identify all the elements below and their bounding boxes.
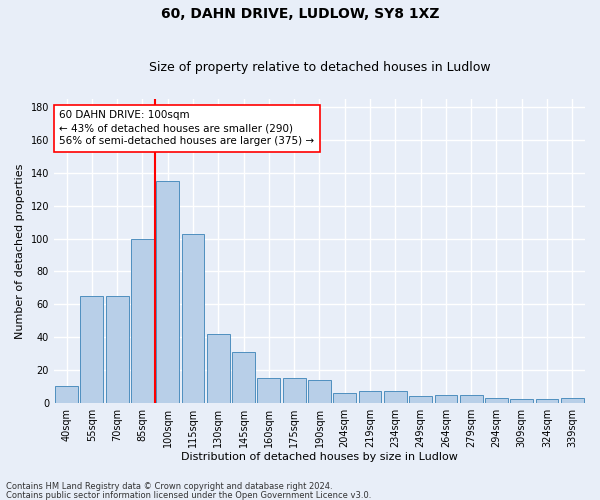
- Bar: [131, 238, 154, 402]
- Bar: [182, 234, 205, 402]
- Bar: [106, 296, 128, 403]
- Bar: [334, 393, 356, 402]
- Bar: [157, 182, 179, 402]
- Bar: [434, 394, 457, 402]
- Text: 60, DAHN DRIVE, LUDLOW, SY8 1XZ: 60, DAHN DRIVE, LUDLOW, SY8 1XZ: [161, 8, 439, 22]
- Bar: [55, 386, 78, 402]
- Bar: [359, 391, 382, 402]
- Y-axis label: Number of detached properties: Number of detached properties: [15, 164, 25, 338]
- Bar: [257, 378, 280, 402]
- Bar: [511, 400, 533, 402]
- Bar: [536, 400, 559, 402]
- Bar: [283, 378, 305, 402]
- Bar: [384, 391, 407, 402]
- Text: Contains HM Land Registry data © Crown copyright and database right 2024.: Contains HM Land Registry data © Crown c…: [6, 482, 332, 491]
- Bar: [80, 296, 103, 403]
- X-axis label: Distribution of detached houses by size in Ludlow: Distribution of detached houses by size …: [181, 452, 458, 462]
- Bar: [409, 396, 432, 402]
- Bar: [207, 334, 230, 402]
- Bar: [460, 394, 482, 402]
- Title: Size of property relative to detached houses in Ludlow: Size of property relative to detached ho…: [149, 62, 490, 74]
- Bar: [232, 352, 255, 403]
- Bar: [308, 380, 331, 402]
- Bar: [485, 398, 508, 402]
- Text: Contains public sector information licensed under the Open Government Licence v3: Contains public sector information licen…: [6, 490, 371, 500]
- Text: 60 DAHN DRIVE: 100sqm
← 43% of detached houses are smaller (290)
56% of semi-det: 60 DAHN DRIVE: 100sqm ← 43% of detached …: [59, 110, 314, 146]
- Bar: [561, 398, 584, 402]
